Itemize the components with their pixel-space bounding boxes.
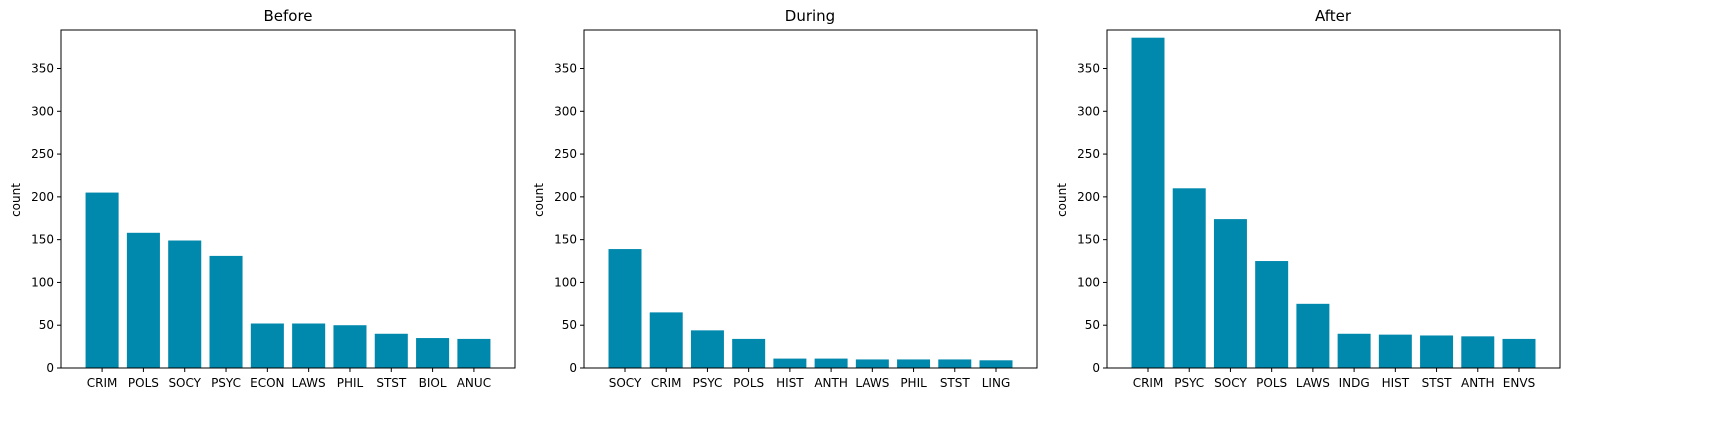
- bar-biol: [416, 338, 450, 368]
- chart-title: During: [785, 7, 835, 25]
- chart-title: After: [1315, 7, 1352, 25]
- bar-stst: [374, 333, 408, 368]
- bar-hist: [1378, 334, 1412, 368]
- bar-pols: [126, 232, 160, 368]
- y-tick-label: 150: [31, 233, 54, 247]
- bar-ling: [979, 360, 1013, 368]
- bar-pols: [732, 338, 766, 368]
- bar-econ: [250, 323, 284, 368]
- y-axis-label: count: [9, 183, 23, 217]
- x-tick-label: ANUC: [457, 376, 491, 390]
- bar-envs: [1502, 338, 1536, 368]
- x-tick-label: CRIM: [651, 376, 682, 390]
- x-tick-label: HIST: [776, 376, 804, 390]
- bar-socy: [608, 249, 642, 368]
- x-tick-label: SOCY: [609, 376, 642, 390]
- x-tick-label: PSYC: [211, 376, 241, 390]
- y-tick-label: 0: [569, 361, 577, 375]
- chart-panel-during: During count SOCY CRIM PSYC POLS HIST ANTH LAW…: [532, 7, 1038, 390]
- bar-phil: [897, 359, 931, 368]
- y-tick-label: 0: [1092, 361, 1100, 375]
- bar-anth: [814, 358, 848, 368]
- y-tick-label: 50: [562, 318, 577, 332]
- x-tick-label: POLS: [1256, 376, 1287, 390]
- y-tick-label: 250: [1077, 147, 1100, 161]
- x-tick-label: STST: [376, 376, 407, 390]
- x-tick-label: ENVS: [1503, 376, 1535, 390]
- y-tick-label: 350: [554, 62, 577, 76]
- y-tick-label: 100: [31, 275, 54, 289]
- x-tick-label: PHIL: [900, 376, 927, 390]
- bar-laws: [292, 323, 326, 368]
- bar-laws: [855, 359, 889, 368]
- x-tick-label: CRIM: [1133, 376, 1164, 390]
- y-axis-label: count: [532, 183, 546, 217]
- y-tick-label: 250: [31, 147, 54, 161]
- y-tick-label: 300: [554, 104, 577, 118]
- x-tick-label: STST: [940, 376, 971, 390]
- chart-panel-after: After count CRIM PSYC SOCY POLS LAWS INDG HIST…: [1055, 7, 1561, 390]
- bar-crim: [1131, 37, 1165, 368]
- x-tick-label: CRIM: [87, 376, 118, 390]
- x-tick-label: STST: [1422, 376, 1453, 390]
- x-tick-label: SOCY: [1214, 376, 1247, 390]
- y-tick-label: 350: [1077, 62, 1100, 76]
- bar-crim: [649, 312, 683, 368]
- bar-socy: [168, 240, 202, 368]
- y-tick-label: 150: [554, 233, 577, 247]
- y-tick-label: 50: [39, 318, 54, 332]
- x-tick-label: PHIL: [337, 376, 364, 390]
- x-tick-label: ECON: [250, 376, 284, 390]
- y-tick-label: 250: [554, 147, 577, 161]
- x-tick-label: PSYC: [692, 376, 722, 390]
- bar-pols: [1255, 261, 1289, 368]
- y-tick-label: 150: [1077, 233, 1100, 247]
- axes-frame: [1106, 29, 1561, 369]
- x-tick-label: SOCY: [168, 376, 201, 390]
- y-tick-label: 50: [1085, 318, 1100, 332]
- bar-crim: [85, 192, 119, 368]
- x-tick-label: LING: [982, 376, 1011, 390]
- x-tick-label: POLS: [128, 376, 159, 390]
- bar-psyc: [690, 330, 724, 368]
- x-tick-label: LAWS: [1296, 376, 1330, 390]
- bar-stst: [1420, 335, 1454, 368]
- y-tick-label: 200: [1077, 190, 1100, 204]
- axes-frame: [60, 29, 516, 369]
- bar-indg: [1337, 333, 1371, 368]
- x-tick-label: BIOL: [419, 376, 447, 390]
- chart-panel-before: Before count CRIM POLS SOCY PSYC ECON LAWS PHI…: [9, 7, 516, 390]
- y-tick-label: 200: [31, 190, 54, 204]
- bar-anth: [1461, 336, 1495, 368]
- x-tick-label: LAWS: [855, 376, 889, 390]
- y-tick-label: 200: [554, 190, 577, 204]
- y-tick-label: 350: [31, 62, 54, 76]
- y-axis-label: count: [1055, 183, 1069, 217]
- bar-socy: [1213, 219, 1247, 368]
- x-tick-label: ANTH: [814, 376, 848, 390]
- x-tick-label: INDG: [1339, 376, 1370, 390]
- y-tick-label: 100: [554, 275, 577, 289]
- x-tick-label: POLS: [733, 376, 764, 390]
- bar-psyc: [1172, 188, 1206, 368]
- y-tick-label: 300: [31, 104, 54, 118]
- x-tick-label: HIST: [1382, 376, 1410, 390]
- chart-title: Before: [263, 7, 312, 25]
- y-tick-label: 0: [46, 361, 54, 375]
- bar-anuc: [457, 338, 491, 368]
- bar-stst: [938, 359, 972, 368]
- y-tick-label: 300: [1077, 104, 1100, 118]
- bar-hist: [773, 358, 807, 368]
- x-tick-label: PSYC: [1174, 376, 1204, 390]
- x-tick-label: ANTH: [1461, 376, 1495, 390]
- x-tick-label: LAWS: [292, 376, 326, 390]
- bar-psyc: [209, 255, 243, 368]
- y-tick-label: 100: [1077, 275, 1100, 289]
- bar-phil: [333, 325, 367, 368]
- axes-frame: [583, 29, 1038, 369]
- bar-laws: [1296, 303, 1330, 368]
